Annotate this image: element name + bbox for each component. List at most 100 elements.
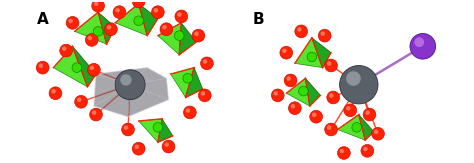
Polygon shape (186, 68, 203, 97)
Polygon shape (171, 68, 194, 97)
Circle shape (286, 76, 291, 81)
Circle shape (77, 98, 82, 102)
Circle shape (152, 6, 164, 19)
Circle shape (134, 16, 144, 25)
Circle shape (374, 130, 378, 134)
Circle shape (62, 46, 66, 51)
Circle shape (320, 31, 325, 36)
Circle shape (49, 87, 62, 100)
Circle shape (288, 102, 301, 115)
Circle shape (352, 123, 362, 132)
Circle shape (365, 110, 370, 115)
Circle shape (60, 44, 73, 57)
Circle shape (282, 49, 287, 53)
Circle shape (318, 29, 331, 42)
Polygon shape (158, 119, 173, 142)
Circle shape (325, 59, 337, 72)
Circle shape (36, 61, 49, 74)
Polygon shape (139, 119, 162, 142)
Circle shape (291, 104, 295, 109)
Circle shape (410, 34, 436, 59)
Circle shape (297, 27, 301, 32)
Circle shape (135, 145, 139, 149)
Polygon shape (75, 12, 107, 44)
Circle shape (271, 89, 284, 102)
Circle shape (85, 34, 98, 46)
Polygon shape (94, 68, 169, 117)
Circle shape (154, 8, 158, 13)
Circle shape (38, 63, 43, 68)
Circle shape (340, 149, 344, 153)
Circle shape (72, 63, 82, 72)
Circle shape (192, 29, 205, 42)
Polygon shape (54, 46, 88, 87)
Circle shape (273, 91, 278, 96)
Polygon shape (305, 78, 320, 106)
Circle shape (177, 12, 182, 17)
Circle shape (201, 91, 205, 96)
Polygon shape (98, 12, 115, 44)
Circle shape (51, 89, 56, 94)
Circle shape (90, 108, 102, 121)
Circle shape (92, 110, 96, 115)
Circle shape (183, 74, 192, 83)
Circle shape (132, 142, 145, 155)
Polygon shape (158, 23, 182, 55)
Circle shape (94, 2, 99, 6)
Circle shape (174, 31, 184, 40)
Circle shape (186, 108, 190, 113)
Circle shape (327, 91, 339, 104)
Circle shape (327, 125, 331, 130)
Polygon shape (73, 46, 96, 87)
Circle shape (92, 0, 105, 12)
Circle shape (363, 108, 376, 121)
Circle shape (113, 6, 126, 19)
Circle shape (329, 93, 334, 98)
Circle shape (284, 74, 297, 87)
Circle shape (122, 123, 135, 136)
Polygon shape (179, 23, 196, 55)
Circle shape (280, 46, 292, 59)
Circle shape (183, 106, 196, 119)
Circle shape (93, 27, 103, 36)
Circle shape (105, 23, 118, 36)
Circle shape (346, 106, 351, 111)
Polygon shape (139, 4, 158, 36)
Circle shape (68, 19, 73, 23)
Circle shape (199, 89, 211, 102)
Circle shape (107, 25, 111, 30)
Circle shape (325, 123, 337, 136)
Circle shape (299, 86, 308, 96)
Circle shape (88, 36, 92, 40)
Circle shape (414, 37, 424, 47)
Circle shape (307, 52, 317, 62)
Circle shape (310, 110, 322, 123)
Circle shape (337, 147, 350, 159)
Circle shape (327, 61, 331, 66)
Circle shape (115, 8, 120, 13)
Circle shape (363, 147, 368, 151)
Circle shape (135, 0, 139, 2)
Polygon shape (295, 38, 322, 68)
Circle shape (162, 140, 175, 153)
Circle shape (201, 57, 213, 70)
Circle shape (339, 66, 378, 104)
Polygon shape (359, 115, 374, 140)
Circle shape (295, 25, 308, 38)
Circle shape (120, 74, 132, 86)
Circle shape (66, 16, 79, 29)
Circle shape (203, 59, 207, 64)
Circle shape (160, 23, 173, 36)
Circle shape (124, 125, 128, 130)
Circle shape (115, 70, 145, 100)
Circle shape (312, 112, 317, 117)
Circle shape (75, 95, 88, 108)
Polygon shape (286, 78, 310, 106)
Polygon shape (312, 38, 331, 68)
Circle shape (344, 104, 356, 117)
Text: A: A (37, 12, 49, 27)
Circle shape (372, 127, 384, 140)
Circle shape (175, 10, 188, 23)
Polygon shape (337, 115, 365, 140)
Text: B: B (252, 12, 264, 27)
